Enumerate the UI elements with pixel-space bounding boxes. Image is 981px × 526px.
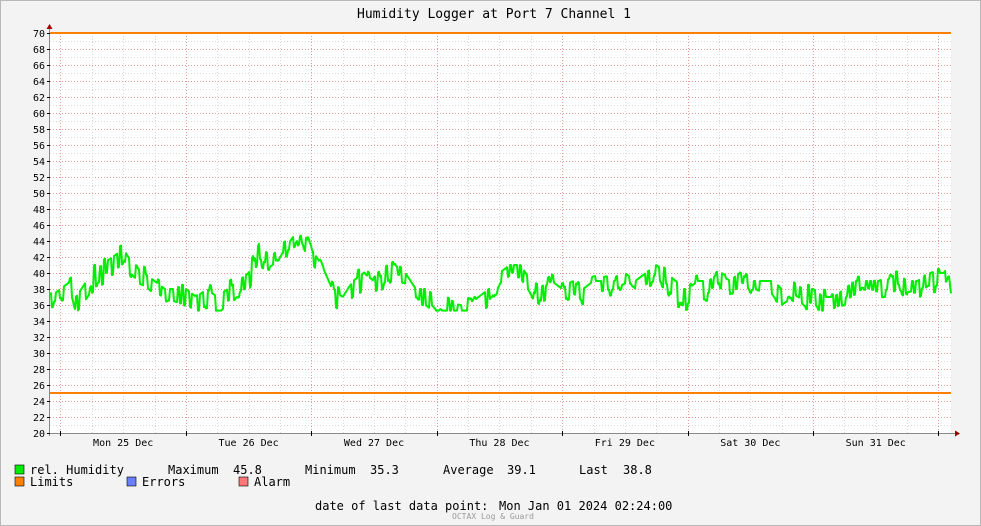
- y-tick-label: 46: [33, 221, 45, 232]
- legend-last-value: 38.8: [623, 463, 652, 477]
- chart-title: Humidity Logger at Port 7 Channel 1: [357, 7, 631, 22]
- y-tick-label: 44: [33, 237, 45, 248]
- legend-swatch-errors: [126, 476, 137, 487]
- legend-swatch-alarm: [238, 476, 249, 487]
- legend-average-value: 39.1: [507, 463, 536, 477]
- y-tick-label: 58: [33, 125, 45, 136]
- y-tick-label: 24: [33, 397, 45, 408]
- legend-humidity-label: rel. Humidity: [30, 463, 124, 477]
- y-tick-label: 70: [33, 29, 45, 40]
- y-tick-label: 48: [33, 205, 45, 216]
- y-tick-label: 34: [33, 317, 45, 328]
- y-tick-label: 52: [33, 173, 45, 184]
- y-tick-label: 28: [33, 365, 45, 376]
- y-tick-label: 32: [33, 333, 45, 344]
- y-tick-label: 50: [33, 189, 45, 200]
- x-tick-label: Thu 28 Dec: [469, 438, 529, 449]
- legend-errors-label: Errors: [142, 475, 185, 489]
- x-tick-label: Wed 27 Dec: [344, 438, 404, 449]
- y-tick-label: 20: [33, 429, 45, 440]
- legend-minimum-label: Minimum: [305, 463, 356, 477]
- legend-last-label: Last: [579, 463, 608, 477]
- y-tick-label: 42: [33, 253, 45, 264]
- y-tick-label: 56: [33, 141, 45, 152]
- y-tick-label: 66: [33, 61, 45, 72]
- x-tick-label: Sun 31 Dec: [846, 438, 906, 449]
- y-tick-label: 36: [33, 301, 45, 312]
- last-data-point-value: Mon Jan 01 2024 02:24:00: [499, 499, 672, 513]
- legend-maximum-label: Maximum: [168, 463, 219, 477]
- x-axis-arrow: [955, 430, 960, 437]
- humidity-series-line: [49, 234, 952, 312]
- y-tick-label: 40: [33, 269, 45, 280]
- x-tick-label: Mon 25 Dec: [93, 438, 153, 449]
- last-data-point-label: date of last data point:: [315, 499, 488, 513]
- y-tick-label: 30: [33, 349, 45, 360]
- legend-swatch-limits: [14, 476, 25, 487]
- y-tick-label: 64: [33, 77, 45, 88]
- legend-maximum-value: 45.8: [233, 463, 262, 477]
- legend-limits-label: Limits: [30, 475, 73, 489]
- y-tick-label: 68: [33, 45, 45, 56]
- y-tick-label: 22: [33, 413, 45, 424]
- x-tick-label: Tue 26 Dec: [218, 438, 278, 449]
- y-axis-arrow: [46, 24, 53, 29]
- legend-swatch-humidity: [14, 464, 25, 475]
- y-tick-label: 60: [33, 109, 45, 120]
- watermark: OCTAX Log & Guard: [452, 512, 534, 521]
- y-tick-label: 62: [33, 93, 45, 104]
- legend-minimum-value: 35.3: [370, 463, 399, 477]
- x-tick-label: Sat 30 Dec: [720, 438, 780, 449]
- y-tick-label: 38: [33, 285, 45, 296]
- y-tick-label: 26: [33, 381, 45, 392]
- legend-alarm-label: Alarm: [254, 475, 290, 489]
- y-tick-label: 54: [33, 157, 45, 168]
- legend-average-label: Average: [443, 463, 494, 477]
- x-tick-label: Fri 29 Dec: [595, 438, 655, 449]
